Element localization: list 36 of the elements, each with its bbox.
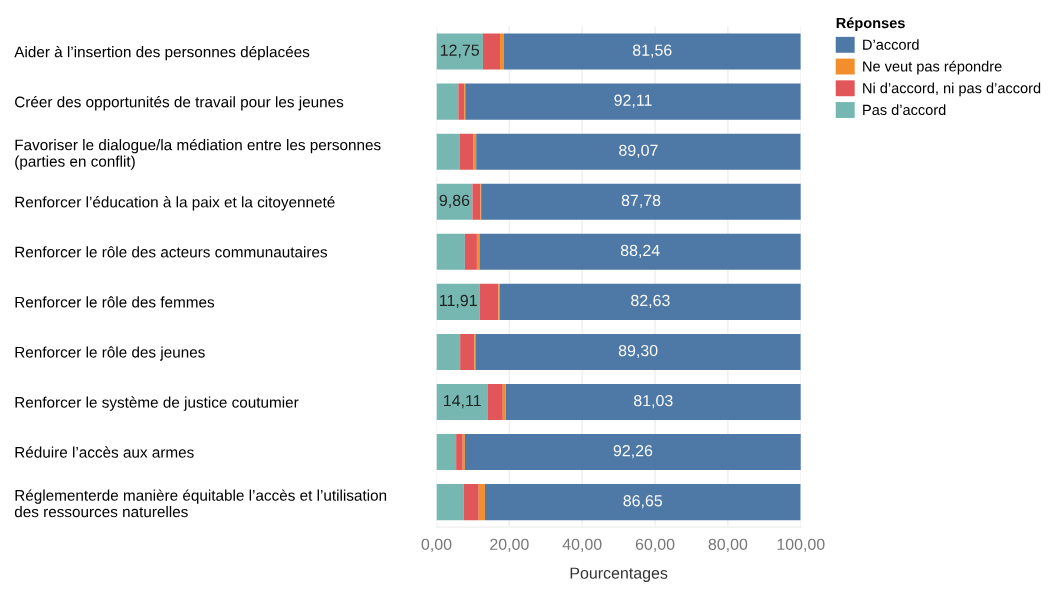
x-tick-label: 100,00 (777, 538, 825, 552)
y-tick-label: Aider à l’insertion des personnes déplacées (14, 45, 310, 61)
data-label: 88,24 (620, 244, 660, 258)
legend-label: Ne veut pas répondre (863, 60, 1002, 75)
y-tick-label: Réduire l’accès aux armes (15, 446, 194, 458)
legend-title: Réponses (836, 17, 905, 32)
x-tick-label: 60,00 (635, 538, 675, 552)
data-label: 89,07 (619, 144, 658, 158)
y-tick-label: Renforcer le système de justice coutumier (15, 396, 299, 411)
y-tick-label: Renforcer le rôle des femmes (15, 296, 215, 308)
x-axis-title: Pourcentages (570, 567, 668, 582)
x-tick-label: 20,00 (490, 538, 529, 552)
y-tick-label: Renforcer le rôle des jeunes (15, 346, 205, 361)
x-tick-label: 80,00 (708, 538, 748, 552)
data-label: 81,56 (632, 44, 672, 58)
legend-label: D’accord (863, 39, 919, 50)
y-tick-label: Favoriser le dialogue/la médiation entre les personnes (parties en conflit) (15, 138, 381, 170)
legend-label: Pas d’accord (863, 104, 946, 116)
data-label: 14,11 (444, 395, 481, 409)
data-label: 92,26 (613, 445, 653, 459)
x-tick-label: 40,00 (562, 538, 602, 552)
y-tick-label: Réglementerde manière équitable l’accès et l’utilisation des ressources naturelles (14, 489, 387, 518)
legend-label: Ni d’accord, ni pas d’accord (863, 82, 1041, 97)
data-label: 87,78 (621, 194, 661, 208)
data-label: 81,03 (634, 394, 673, 409)
data-label: 86,65 (623, 495, 663, 509)
data-label: 92,11 (614, 94, 652, 108)
y-tick-label: Créer des opportunités de travail pour les jeunes (15, 95, 344, 111)
data-label: 11,91 (440, 294, 477, 309)
data-label: 89,30 (618, 344, 658, 359)
y-tick-label: Renforcer le rôle des acteurs communautaires (15, 246, 328, 258)
data-label: 82,63 (631, 294, 670, 309)
data-label: 9,86 (439, 194, 470, 208)
x-tick-label: 0,00 (421, 538, 452, 552)
y-tick-label: Renforcer l’éducation à la paix et la citoyenneté (15, 196, 335, 211)
data-label: 12,75 (440, 44, 480, 58)
